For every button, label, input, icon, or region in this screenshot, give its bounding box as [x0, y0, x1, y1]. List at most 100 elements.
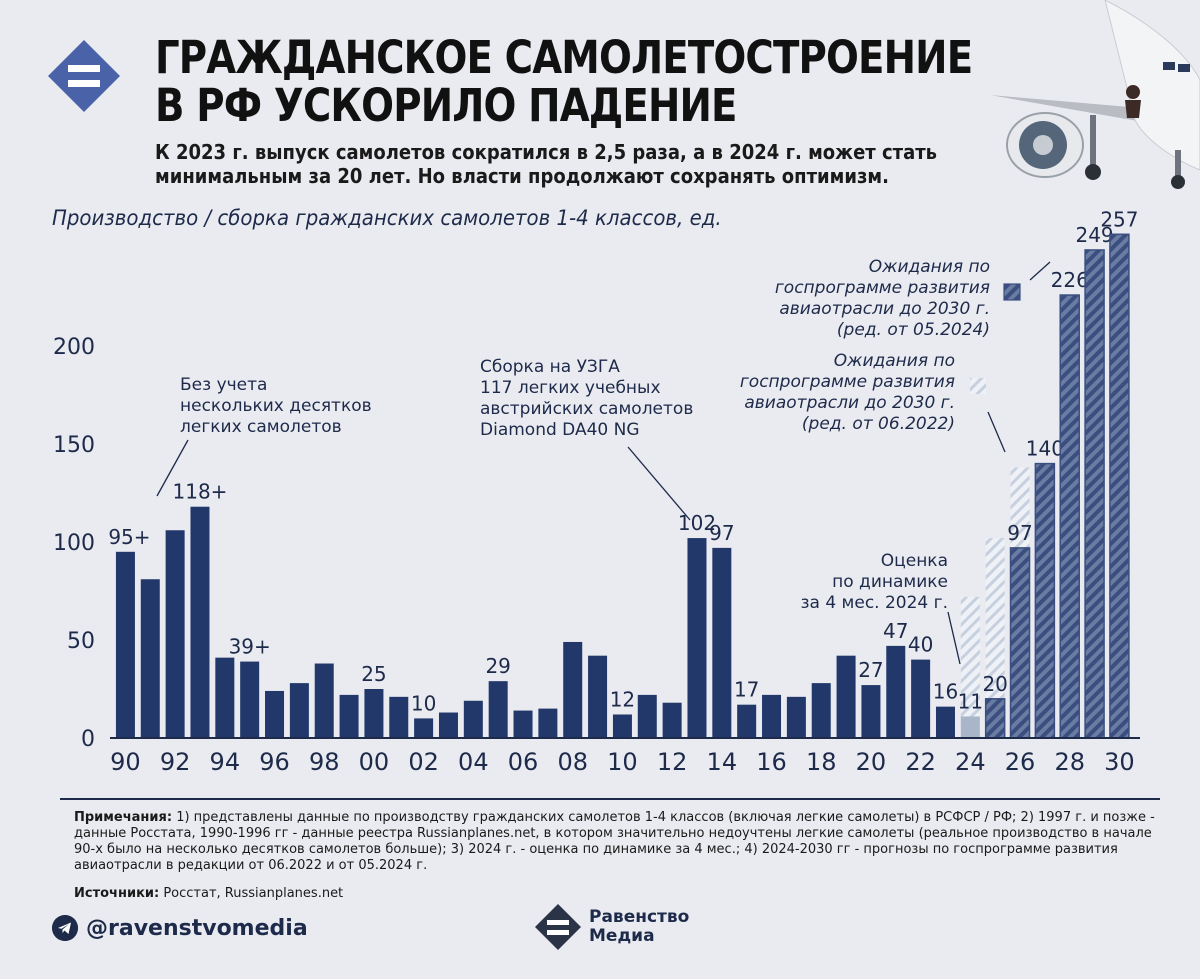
y-tick-label: 100 — [53, 531, 95, 556]
data-bar — [339, 694, 359, 738]
forecast-value-label: 20 — [982, 672, 1007, 696]
x-tick-label: 90 — [110, 748, 141, 776]
data-bar — [762, 694, 782, 738]
data-bar — [488, 681, 508, 738]
annotation-text: по динамике — [832, 572, 948, 592]
x-tick-label: 16 — [756, 748, 787, 776]
annotation-text: Оценка — [881, 551, 948, 571]
brand-name: Равенство Медиа — [589, 907, 690, 946]
annotation-text: австрийских самолетов — [480, 399, 693, 419]
data-bar — [935, 706, 955, 738]
bar-value-label: 39+ — [229, 635, 271, 659]
bar-value-label: 27 — [858, 658, 883, 682]
x-tick-label: 26 — [1005, 748, 1036, 776]
annotation-leader — [156, 439, 189, 497]
forecast-2022-bar — [985, 538, 1005, 738]
y-tick-label: 200 — [53, 335, 95, 360]
annotation-text: Сборка на УЗГА — [480, 357, 620, 377]
x-tick-label: 20 — [856, 748, 887, 776]
annotation-text: авиаотрасли до 2030 г. — [744, 393, 955, 413]
forecast-2024-bar — [1109, 233, 1130, 739]
bar-value-label: 118+ — [173, 480, 228, 504]
data-bar — [140, 579, 160, 738]
bar-value-label: 25 — [361, 662, 386, 686]
forecast-2024-bar — [984, 698, 1006, 739]
notes-block: Примечания: 1) представлены данные по пр… — [60, 798, 1160, 902]
forecast-value-label: 97 — [1007, 521, 1032, 545]
forecast-value-label: 226 — [1051, 268, 1089, 292]
brand-footer: Равенство Медиа — [535, 904, 689, 950]
data-bar — [364, 689, 384, 738]
x-tick-label: 92 — [160, 748, 191, 776]
forecast-value-label: 249 — [1075, 223, 1113, 247]
annotation-leader — [627, 446, 691, 521]
bar-value-label: 16 — [933, 680, 958, 704]
data-bar — [463, 700, 483, 738]
data-bar — [314, 663, 334, 738]
x-tick-label: 18 — [806, 748, 837, 776]
annotation-text: за 4 мес. 2024 г. — [800, 593, 948, 613]
data-bar — [190, 506, 210, 738]
notes-text: Примечания: 1) представлены данные по пр… — [74, 810, 1160, 874]
annotation-text: Без учета — [180, 375, 267, 395]
bar-value-label: 29 — [485, 654, 510, 678]
data-bar — [612, 714, 632, 738]
annotation-text: авиаотрасли до 2030 г. — [779, 299, 990, 319]
data-bar — [513, 710, 533, 738]
annotation-text: Diamond DA40 NG — [480, 420, 640, 440]
annotation-text: госпрограмме развития — [740, 372, 955, 392]
sources-label: Источники: — [74, 886, 160, 901]
y-tick-label: 150 — [53, 433, 95, 458]
telegram-handle[interactable]: @ravenstvomedia — [86, 915, 308, 941]
notes-label: Примечания: — [74, 810, 173, 825]
data-bar — [687, 538, 707, 738]
forecast-2024-bar — [1059, 294, 1080, 739]
data-bar — [662, 702, 682, 738]
y-tick-label: 50 — [67, 629, 95, 654]
y-tick-label: 0 — [81, 727, 95, 752]
x-tick-label: 94 — [210, 748, 241, 776]
x-tick-label: 10 — [607, 748, 638, 776]
forecast-2024-bar — [1009, 547, 1031, 739]
data-bar — [737, 704, 757, 738]
data-bar — [215, 657, 235, 738]
telegram-icon — [52, 915, 78, 941]
page-title: ГРАЖДАНСКОЕ САМОЛЕТОСТРОЕНИЕ В РФ УСКОРИ… — [155, 31, 973, 132]
data-bar — [289, 683, 309, 738]
data-bar — [712, 547, 732, 738]
annotation-text: Ожидания по — [869, 257, 990, 277]
brand-logo-icon — [48, 40, 120, 112]
legend-swatch-2022 — [970, 378, 986, 394]
data-bar — [786, 696, 806, 738]
x-tick-label: 28 — [1054, 748, 1085, 776]
annotation-text: госпрограмме развития — [775, 278, 990, 298]
legend-swatch-2024 — [1003, 283, 1021, 301]
annotation-text: Ожидания по — [834, 351, 955, 371]
bar-value-label: 47 — [883, 619, 908, 643]
telegram-link[interactable]: @ravenstvomedia — [52, 915, 308, 941]
data-bar — [438, 712, 458, 738]
x-tick-label: 30 — [1104, 748, 1135, 776]
annotation-leader — [1029, 261, 1051, 281]
data-bar — [265, 690, 285, 738]
x-tick-label: 02 — [408, 748, 439, 776]
data-bar — [836, 655, 856, 738]
bar-value-label: 102 — [678, 511, 716, 535]
data-bar — [538, 708, 558, 738]
bar-chart: 050100150200209714022624925795+118+39+25… — [53, 207, 1140, 776]
x-tick-label: 04 — [458, 748, 489, 776]
estimate-bar — [960, 716, 980, 738]
data-bar — [165, 530, 185, 738]
x-tick-label: 98 — [309, 748, 340, 776]
bar-value-label: 17 — [734, 678, 759, 702]
data-bar — [811, 683, 831, 738]
annotation-text: легких самолетов — [180, 417, 342, 437]
annotation-text: (ред. от 06.2022) — [802, 414, 955, 434]
data-bar — [911, 659, 931, 738]
data-bar — [414, 718, 434, 738]
forecast-value-label: 140 — [1026, 437, 1064, 461]
annotation-text: (ред. от 05.2024) — [837, 320, 990, 340]
data-bar — [389, 696, 409, 738]
x-tick-label: 24 — [955, 748, 986, 776]
forecast-2024-bar — [1084, 249, 1105, 739]
